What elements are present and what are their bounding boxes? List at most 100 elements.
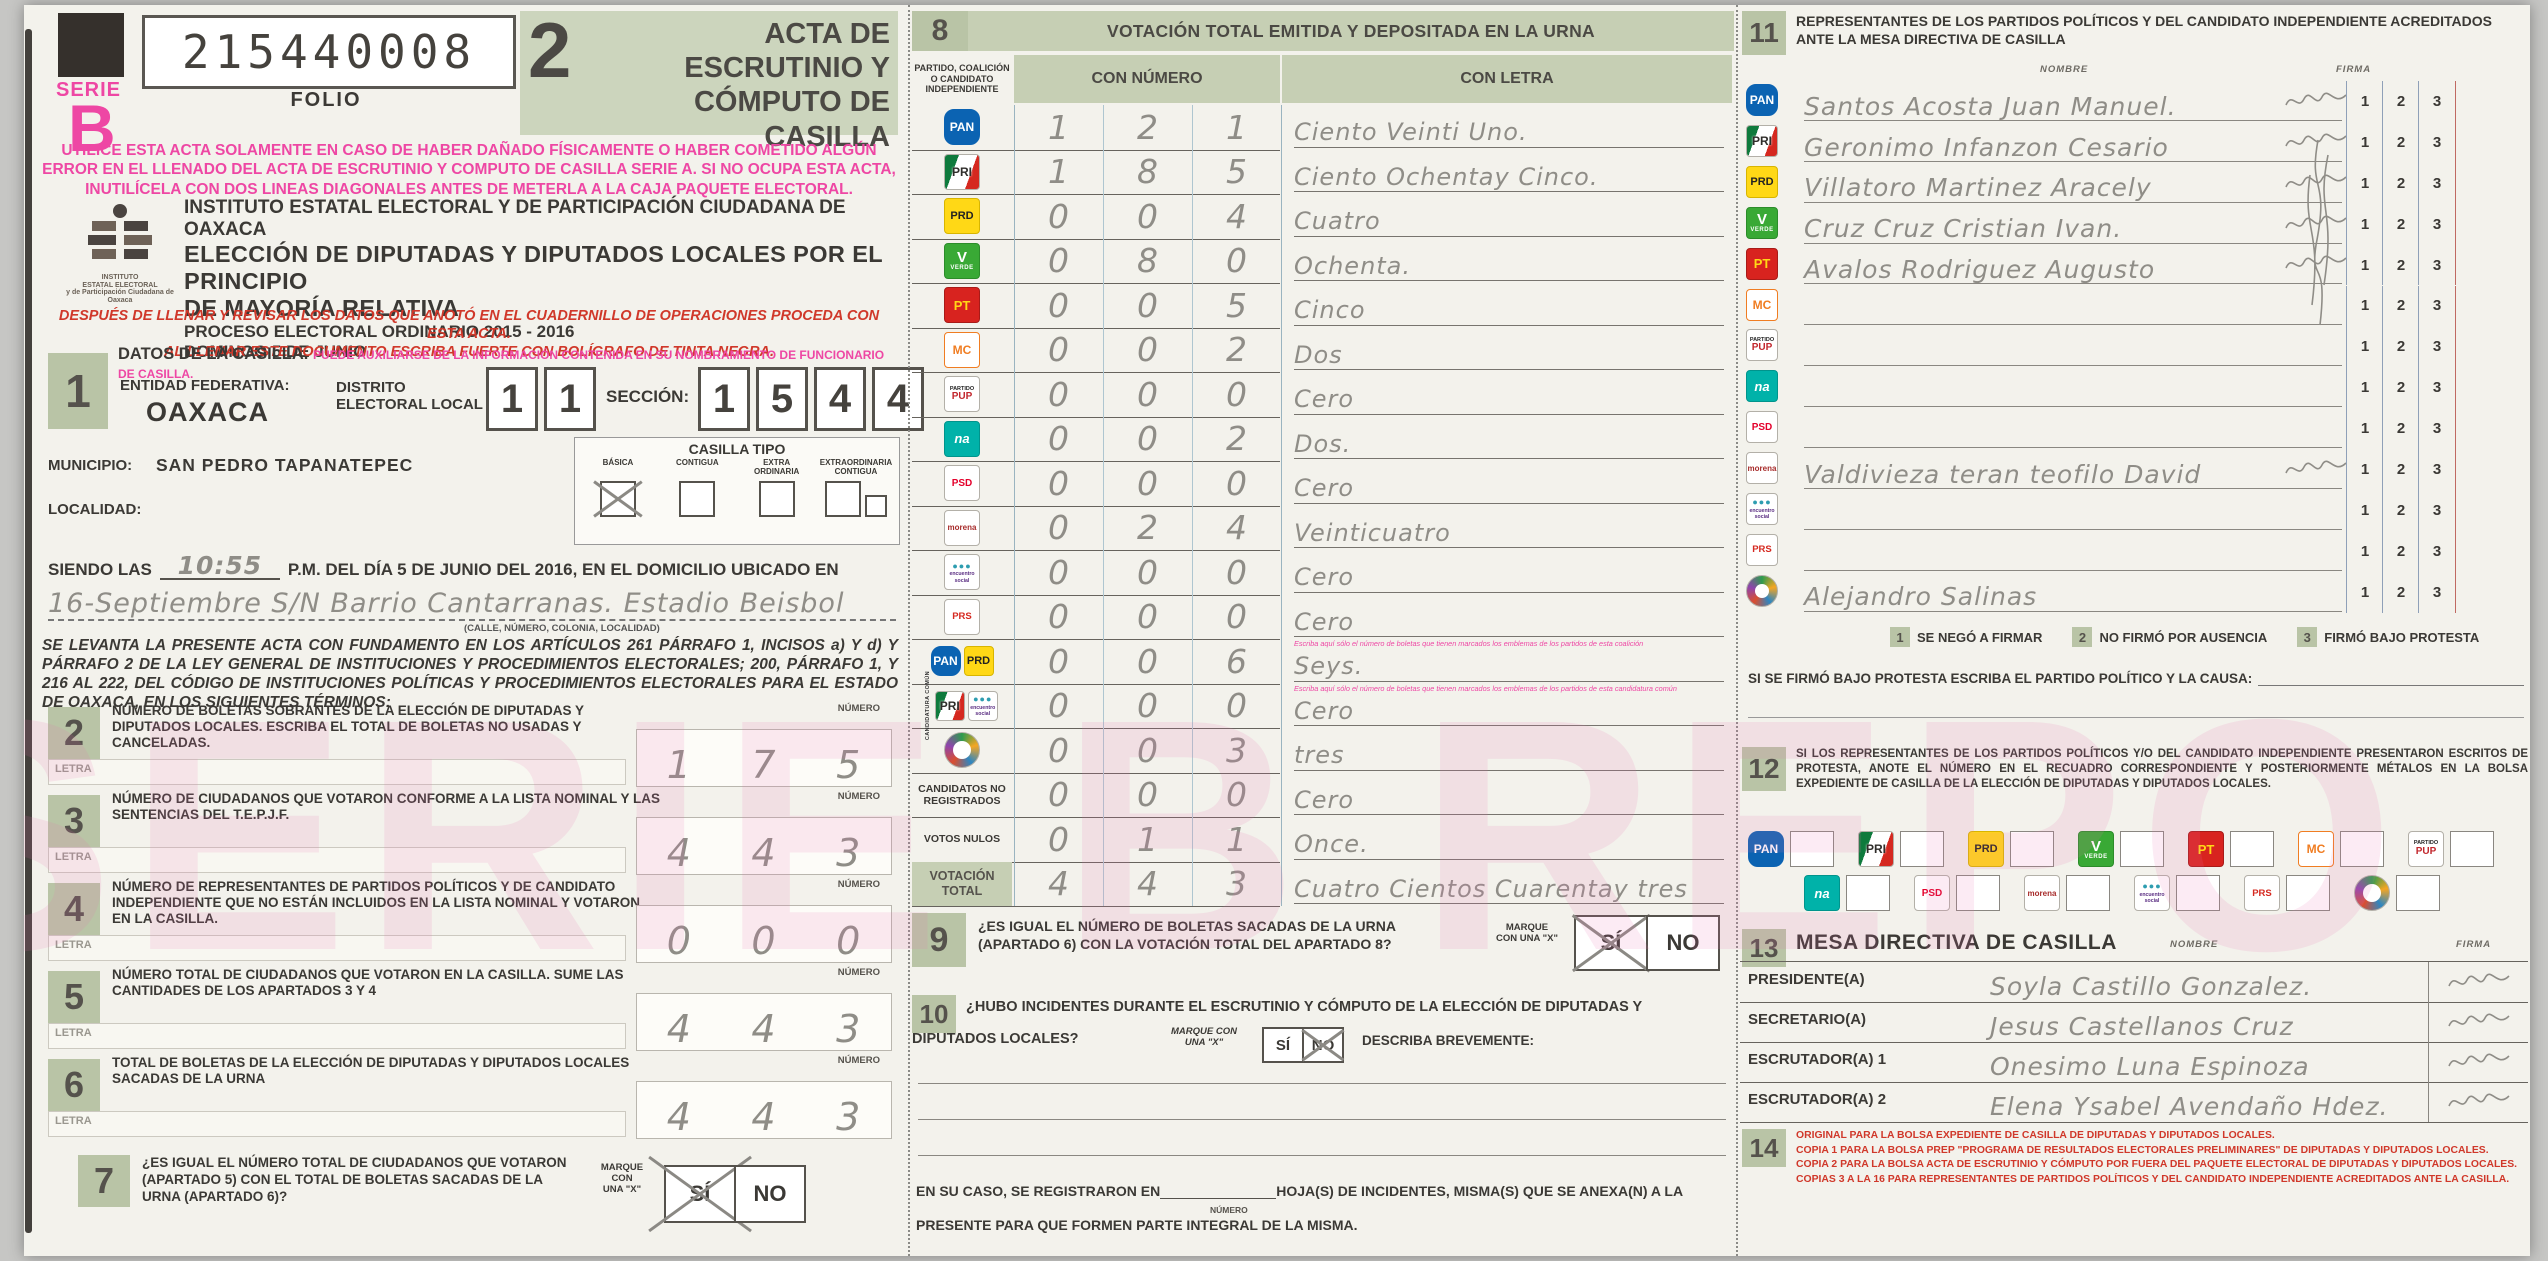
casilla-tipo-checkbox [679,481,716,517]
handwritten-vote-letra: Cuatro Cientos Cuarentay tres [1294,876,1724,904]
handwritten-mesa-name: Onesimo Luna Espinoza [1990,1052,2310,1081]
handwritten-vote-letra: Ochenta. [1294,253,1724,281]
handwritten-vote-letra: Dos [1294,342,1724,370]
vote-row-left: na 0 0 2 [912,416,1282,462]
form-number: 2 [528,6,572,94]
legend-item: 1 SE NEGÓ A FIRMAR [1890,627,2042,647]
vote-row: PAN PRD 0 0 6 Escriba aquí sólo el número de … [910,639,1736,685]
section1-number: 1 [48,353,108,429]
representative-name-cell: Santos Acosta Juan Manuel. [1804,81,2347,122]
section12-text: SI LOS REPRESENTANTES DE LOS PARTIDOS PO… [1796,748,2528,790]
protest-count-item [2354,875,2440,911]
handwritten-vote-letra: Cero [1294,698,1724,726]
representative-row: na 1 2 3 [1740,367,2528,409]
handwritten-vote-digit: 0 [1048,196,1070,236]
section13-number: 13 [1742,929,1786,967]
na-logo-icon: na [944,420,980,457]
protest-count-item: morena [2024,875,2110,911]
representative-party-cell: PRS [1746,533,1778,566]
representative-party-cell: morena [1746,452,1778,485]
firma-status-cell-3: 3 [2418,530,2456,572]
section11-firma-caption: FIRMA [2336,64,2372,75]
section8-col-party: PARTIDO, COALICIÓN O CANDIDATO INDEPENDI… [914,62,1010,95]
vote-letra-cell: Cero [1290,372,1728,417]
verde-text: VERDE [2084,853,2108,860]
letra-label-box: LETRA [48,935,626,961]
na-logo-icon: na [1746,370,1778,403]
casilla-tipo-checkbox [758,481,795,517]
pup-logo-icon: PARTIDO PUP [2408,831,2444,867]
firma-status-cell-2: 2 [2382,490,2419,531]
protest-count-item: V VERDE [2078,831,2164,867]
firma-status-cell-1: 1 [2346,367,2383,409]
representative-name-cell: Alejandro Salinas [1804,572,2342,613]
section8-number: 8 [912,11,968,51]
handwritten-vote-digit: 4 [1192,194,1281,239]
red-instructions: DESPUÉS DE LLENAR Y REVISAR LOS DATOS QU… [42,307,896,361]
firma-status-cell-3: 3 [2418,449,2456,490]
handwritten-vote-digit: 1 [1048,107,1070,147]
vote-row: PRD 0 0 4 Cuatro [910,194,1736,240]
casilla-tipo-option-label: EXTRA ORDINARIA [753,458,800,476]
apartado-3-block: 3 NÚMERO DE CIUDADANOS QUE VOTARON CONFOR… [34,789,900,877]
handwritten-vote-digit: 0 [1048,686,1070,726]
pan-logo-icon: PAN [1746,84,1778,116]
vote-letra-cell: Cinco [1290,283,1728,328]
vote-letra-cell: Once. [1290,817,1728,862]
mc-logo-icon: MC [944,331,980,368]
protest-count-item: MC [2298,831,2384,867]
vote-row-party-cell: PAN PRD [912,639,1012,684]
apartado-3-number: 3 [48,795,100,847]
legend-number: 3 [2297,627,2318,647]
section10-numero-caption: NÚMERO [1210,1205,1248,1215]
seccion-digit: 5 [756,367,808,431]
protest-count-item: PRD [1968,831,2054,867]
handwritten-vote-digit: 5 [1192,283,1281,328]
casilla-tipo-option: CONTIGUA [660,458,734,517]
section7-question: ¿ES IGUAL EL NÚMERO TOTAL DE CIUDADANOS … [142,1155,567,1204]
handwritten-vote-digit: 0 [1103,194,1192,239]
legal-paragraph: SE LEVANTA LA PRESENTE ACTA CON FUNDAMEN… [42,637,898,711]
morena-logo-icon: morena [944,509,980,546]
firma-status-cell-3: 3 [2418,571,2456,613]
ci-logo-icon [2354,875,2390,911]
handwritten-vote-digit: 0 [1048,730,1070,770]
representative-party-cell: PT [1746,247,1778,280]
letra-label-box: LETRA [48,759,626,785]
protest-count-item: PSD [1914,875,2000,911]
representative-row: MC 1 2 3 [1740,285,2528,327]
firma-status-cell-3: 3 [2418,203,2456,245]
localidad-label: LOCALIDAD: [48,501,142,518]
representative-row: PSD 1 2 3 [1740,408,2528,450]
handwritten-vote-digit: 0 [1103,594,1192,639]
firma-status-cell-3: 3 [2418,490,2456,531]
handwritten-digit: 4 [751,831,777,876]
representative-name-cell [1804,531,2342,572]
handwritten-mesa-name: Jesus Castellanos Cruz [1990,1012,2294,1041]
mesa-firma-cell [2428,1002,2529,1042]
apartado-5-block: 5 NÚMERO TOTAL DE CIUDADANOS QUE VOTARON … [34,965,900,1053]
protest-count-item: PT [2188,831,2274,867]
section9-number: 9 [912,913,966,967]
middle-column: 8 VOTACIÓN TOTAL EMITIDA Y DEPOSITADA EN… [908,5,1738,1256]
handwritten-vote-digit: 8 [1103,149,1192,194]
vote-row-left: V VERDE 0 8 0 [912,238,1282,284]
section7-marque-label: MARQUE CON UNA "X" [600,1162,644,1195]
apartado-2-digit-box: 1 7 5 [636,729,892,787]
pes-logo-icon: ●●● encuentro social [967,690,998,721]
handwritten-vote-digit: 0 [1048,508,1070,548]
casilla-tipo-checkbox-small [864,495,887,517]
representative-row: PAN Santos Acosta Juan Manuel. 1 2 3 [1740,81,2528,122]
representative-signature [2284,89,2348,118]
signature-icon [2285,256,2347,269]
vote-row: PRI 1 8 5 Ciento Ochentay Cinco. [910,149,1736,195]
representative-row: PARTIDO PUP 1 2 3 [1740,326,2528,368]
handwritten-vote-digit: 0 [1048,819,1070,859]
section10-question-line2: DIPUTADOS LOCALES? [912,1031,1079,1047]
vote-row: PRS 0 0 0 Cero [910,594,1736,640]
casilla-tipo-checkboxes [819,481,893,517]
